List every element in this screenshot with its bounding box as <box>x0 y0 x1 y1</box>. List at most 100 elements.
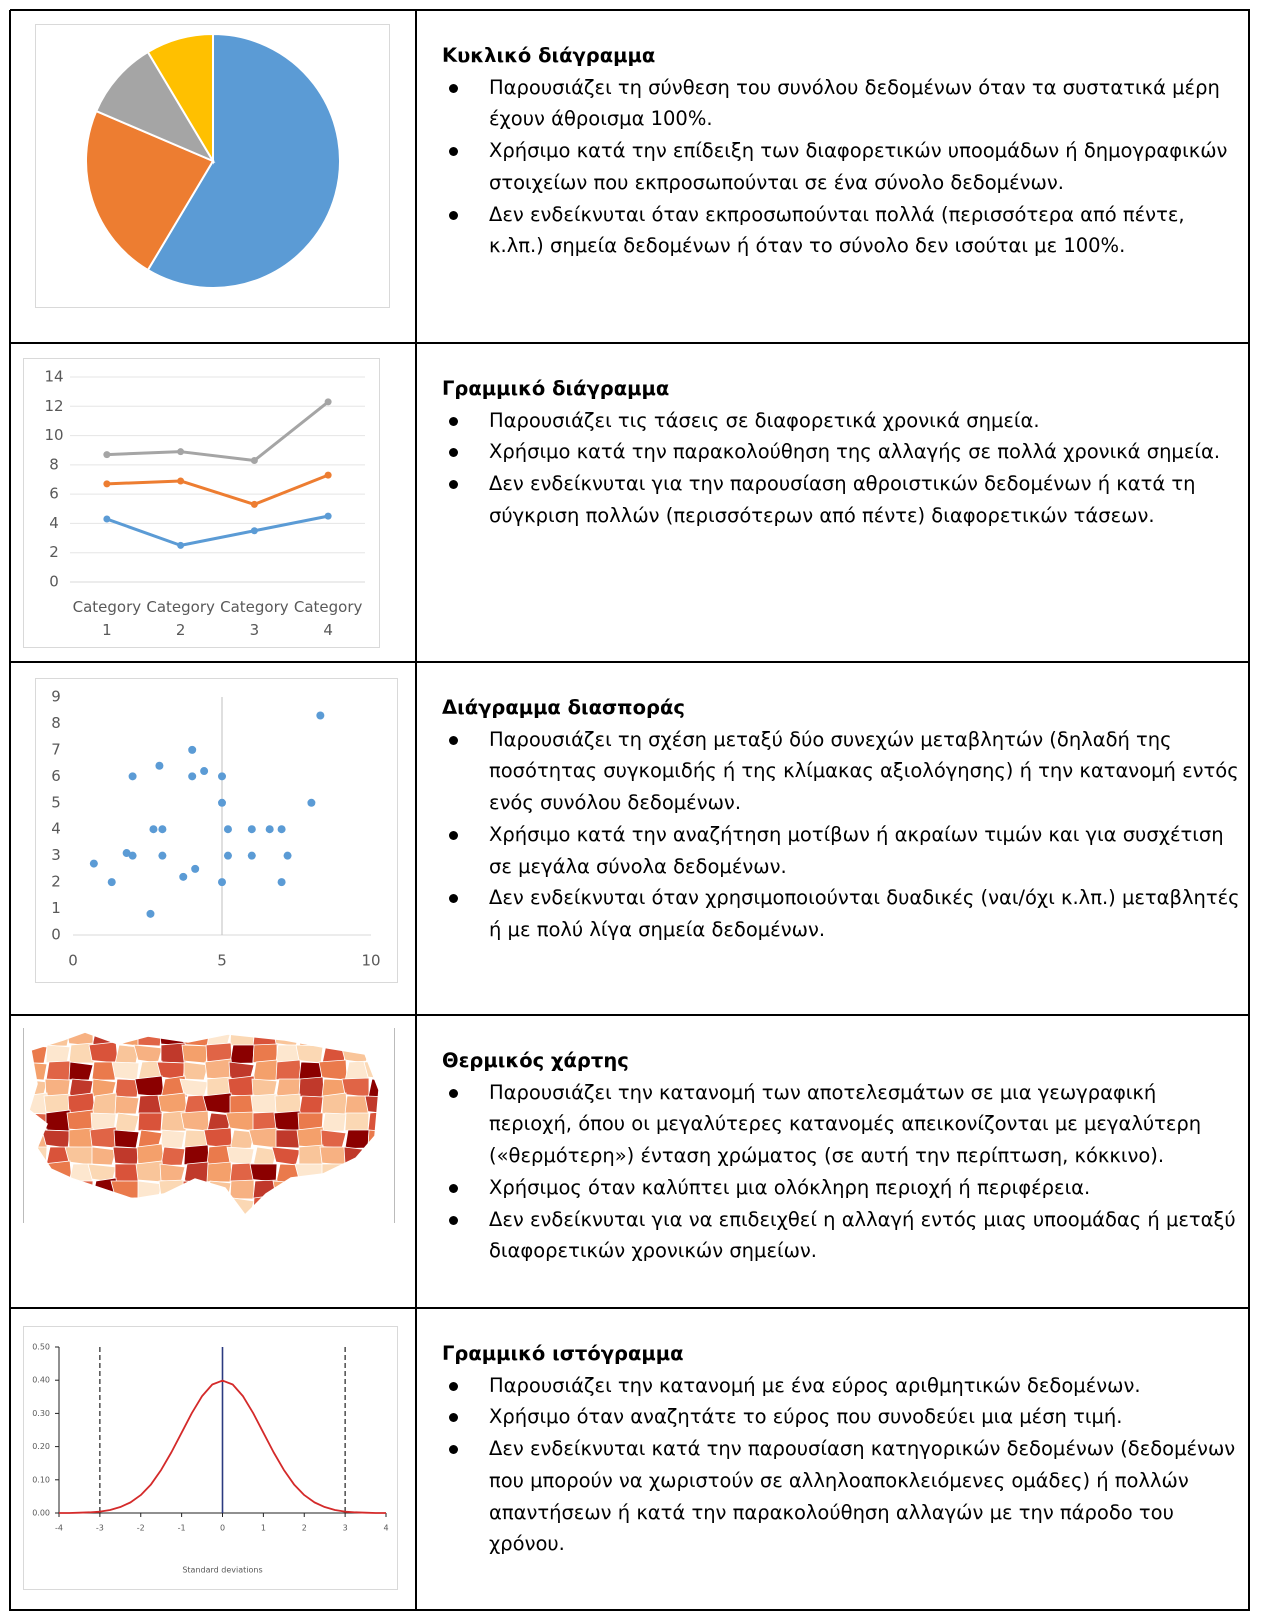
line-series <box>106 514 329 547</box>
bullet: Δεν ενδείκνυται κατά την παρουσίαση κατη… <box>442 1433 1242 1560</box>
region <box>367 1144 379 1166</box>
chart-frame: 0.00 0.10 0.20 0.30 0.40 0.50 -4 -3 -2 -1 0 1 2 3 4 Sta… <box>23 1326 398 1590</box>
y-tick-label: 4 <box>51 820 61 838</box>
region <box>275 1059 302 1081</box>
x-tick-label: Category 4 <box>293 598 363 639</box>
scatter-point <box>277 878 286 887</box>
y-tick-label: 0.50 <box>32 1343 50 1352</box>
x-tick-label: 0 <box>68 952 78 970</box>
region <box>160 1146 186 1166</box>
region <box>114 1078 140 1098</box>
bullet: Παρουσιάζει την κατανομή με ένα εύρος αρ… <box>442 1370 1242 1402</box>
scatter-point <box>218 878 226 887</box>
y-tick-label: 4 <box>49 514 59 532</box>
region <box>388 1113 395 1131</box>
scatter-point <box>200 767 209 776</box>
x-tick-label: 4 <box>383 1524 388 1533</box>
region <box>321 1197 347 1215</box>
region <box>344 1214 370 1215</box>
region <box>134 1075 165 1098</box>
x-tick-label: Category 3 <box>220 598 289 639</box>
line-marker <box>324 512 332 520</box>
x-tick-label: 1 <box>261 1524 266 1533</box>
region <box>68 1214 94 1215</box>
line-marker <box>250 500 258 508</box>
region <box>320 1129 347 1149</box>
y-tick-label: 8 <box>51 714 61 732</box>
bullet: Δεν ενδείκνυται για την παρουσίαση αθροι… <box>442 468 1242 531</box>
region <box>250 1093 279 1115</box>
rule <box>1248 10 1250 1611</box>
pie-slice <box>146 32 341 289</box>
pie-slice <box>85 109 215 272</box>
rule <box>9 10 11 1611</box>
region <box>29 1044 48 1064</box>
region <box>45 1044 71 1064</box>
x-tick-label: -2 <box>137 1524 145 1533</box>
rule <box>10 342 1250 344</box>
text-cell: Κυκλικό διάγραμμα Παρουσιάζει τη σύνθεση … <box>442 40 1242 262</box>
bullet: Χρήσιμος όταν καλύπτει μια ολόκληρη περι… <box>442 1172 1242 1204</box>
y-tick-label: 0.00 <box>32 1509 50 1518</box>
region <box>29 1197 48 1215</box>
region <box>68 1061 94 1081</box>
chart-frame <box>23 1028 395 1223</box>
scatter-point <box>155 761 164 770</box>
scatter-point <box>223 825 232 834</box>
line-marker <box>250 527 258 535</box>
y-tick-label: 5 <box>51 793 61 811</box>
region <box>252 1194 280 1215</box>
text-cell: Διάγραμμα διασποράς Παρουσιάζει τη σχέση … <box>442 692 1242 946</box>
pie-slice <box>94 50 216 164</box>
bullet: Παρουσιάζει την κατανομή των αποτελεσμάτ… <box>442 1077 1242 1172</box>
x-tick-label: Category 1 <box>72 598 142 639</box>
line-series <box>106 400 330 462</box>
x-tick-label: -3 <box>96 1524 104 1533</box>
region <box>248 1127 279 1149</box>
x-tick-label: 10 <box>361 952 380 970</box>
region <box>29 1163 48 1183</box>
region <box>183 1161 210 1183</box>
rule <box>10 9 1250 11</box>
region <box>317 1180 347 1200</box>
line-marker <box>177 477 185 485</box>
region <box>229 1179 255 1200</box>
line-marker <box>103 480 111 488</box>
heading: Γραμμικό διάγραμμα <box>442 377 670 400</box>
region <box>367 1078 379 1099</box>
text-cell: Γραμμικό ιστόγραμμα Παρουσιάζει την καταν… <box>442 1338 1242 1560</box>
line-marker <box>324 398 332 406</box>
region <box>114 1163 140 1183</box>
region <box>367 1043 379 1064</box>
scatter-point <box>277 825 286 834</box>
line-series <box>106 473 329 506</box>
region <box>91 1092 119 1115</box>
bullet: Χρήσιμο κατά την αναζήτηση μοτίβων ή ακρ… <box>442 819 1242 882</box>
region <box>181 1044 209 1064</box>
bullet: Παρουσιάζει τη σχέση μεταξύ δύο συνεχών … <box>442 724 1242 819</box>
region <box>112 1146 140 1166</box>
x-tick-label: Category 2 <box>146 598 215 639</box>
region <box>113 1129 140 1149</box>
bullet: Παρουσιάζει τις τάσεις σε διαφορετικά χρ… <box>442 405 1242 437</box>
region <box>367 1110 379 1132</box>
bullet: Χρήσιμο κατά την παρακολούθηση της αλλαγ… <box>442 436 1242 468</box>
region <box>45 1194 73 1215</box>
heading: Διάγραμμα διασποράς <box>442 696 685 719</box>
y-tick-label: 0.30 <box>32 1409 50 1418</box>
region <box>387 1079 395 1097</box>
region <box>68 1194 96 1215</box>
region <box>229 1044 255 1064</box>
region <box>133 1197 163 1215</box>
y-tick-label: 6 <box>49 485 59 503</box>
text-cell: Γραμμικό διάγραμμα Παρουσιάζει τις τάσεις… <box>442 373 1242 532</box>
region <box>344 1129 370 1149</box>
region <box>365 1032 379 1047</box>
x-axis-label: Standard deviations <box>182 1566 262 1575</box>
region <box>160 1129 186 1149</box>
rule <box>10 1307 1250 1309</box>
region <box>229 1094 255 1115</box>
y-tick-label: 6 <box>51 767 61 785</box>
region <box>91 1214 117 1215</box>
region <box>363 1211 379 1215</box>
